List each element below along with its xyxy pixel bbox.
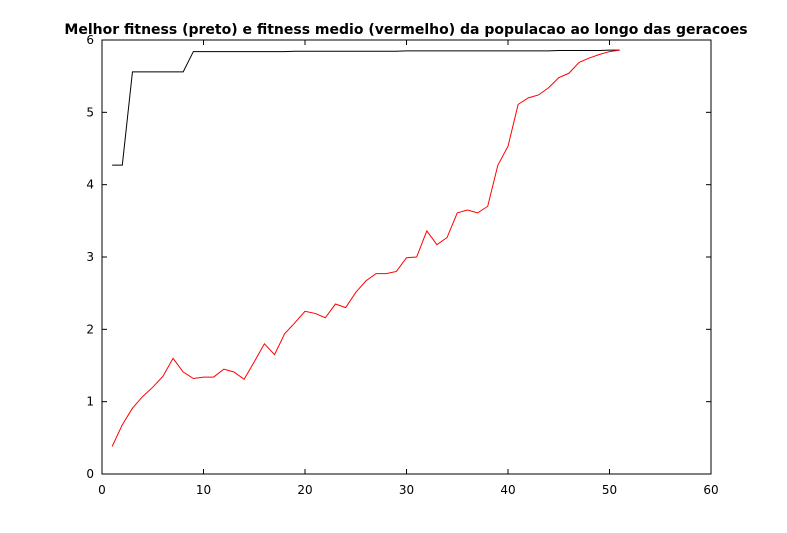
x-tick-label: 10 (196, 483, 211, 497)
series-line-2 (111, 49, 620, 447)
x-tick-label: 20 (297, 483, 312, 497)
x-axis: 0 10 20 30 40 50 60 (98, 40, 719, 497)
y-axis: 0 1 2 3 4 5 6 (86, 33, 711, 481)
chart-title: Melhor fitness (preto) e fitness medio (… (64, 22, 747, 38)
y-tick-label: 0 (86, 467, 94, 481)
y-tick-label: 2 (86, 322, 94, 336)
y-tick-label: 3 (86, 250, 94, 264)
y-tick-label: 6 (86, 33, 94, 47)
y-tick-label: 1 (86, 395, 94, 409)
x-tick-label: 30 (399, 483, 414, 497)
y-tick-label: 4 (86, 178, 94, 192)
y-tick-label: 5 (86, 105, 94, 119)
x-tick-label: 40 (500, 483, 515, 497)
plot-area (101, 39, 712, 475)
series-line-1 (112, 49, 620, 166)
series-layer (111, 49, 620, 447)
x-tick-label: 0 (98, 483, 106, 497)
x-tick-label: 60 (703, 483, 718, 497)
x-tick-label: 50 (602, 483, 617, 497)
